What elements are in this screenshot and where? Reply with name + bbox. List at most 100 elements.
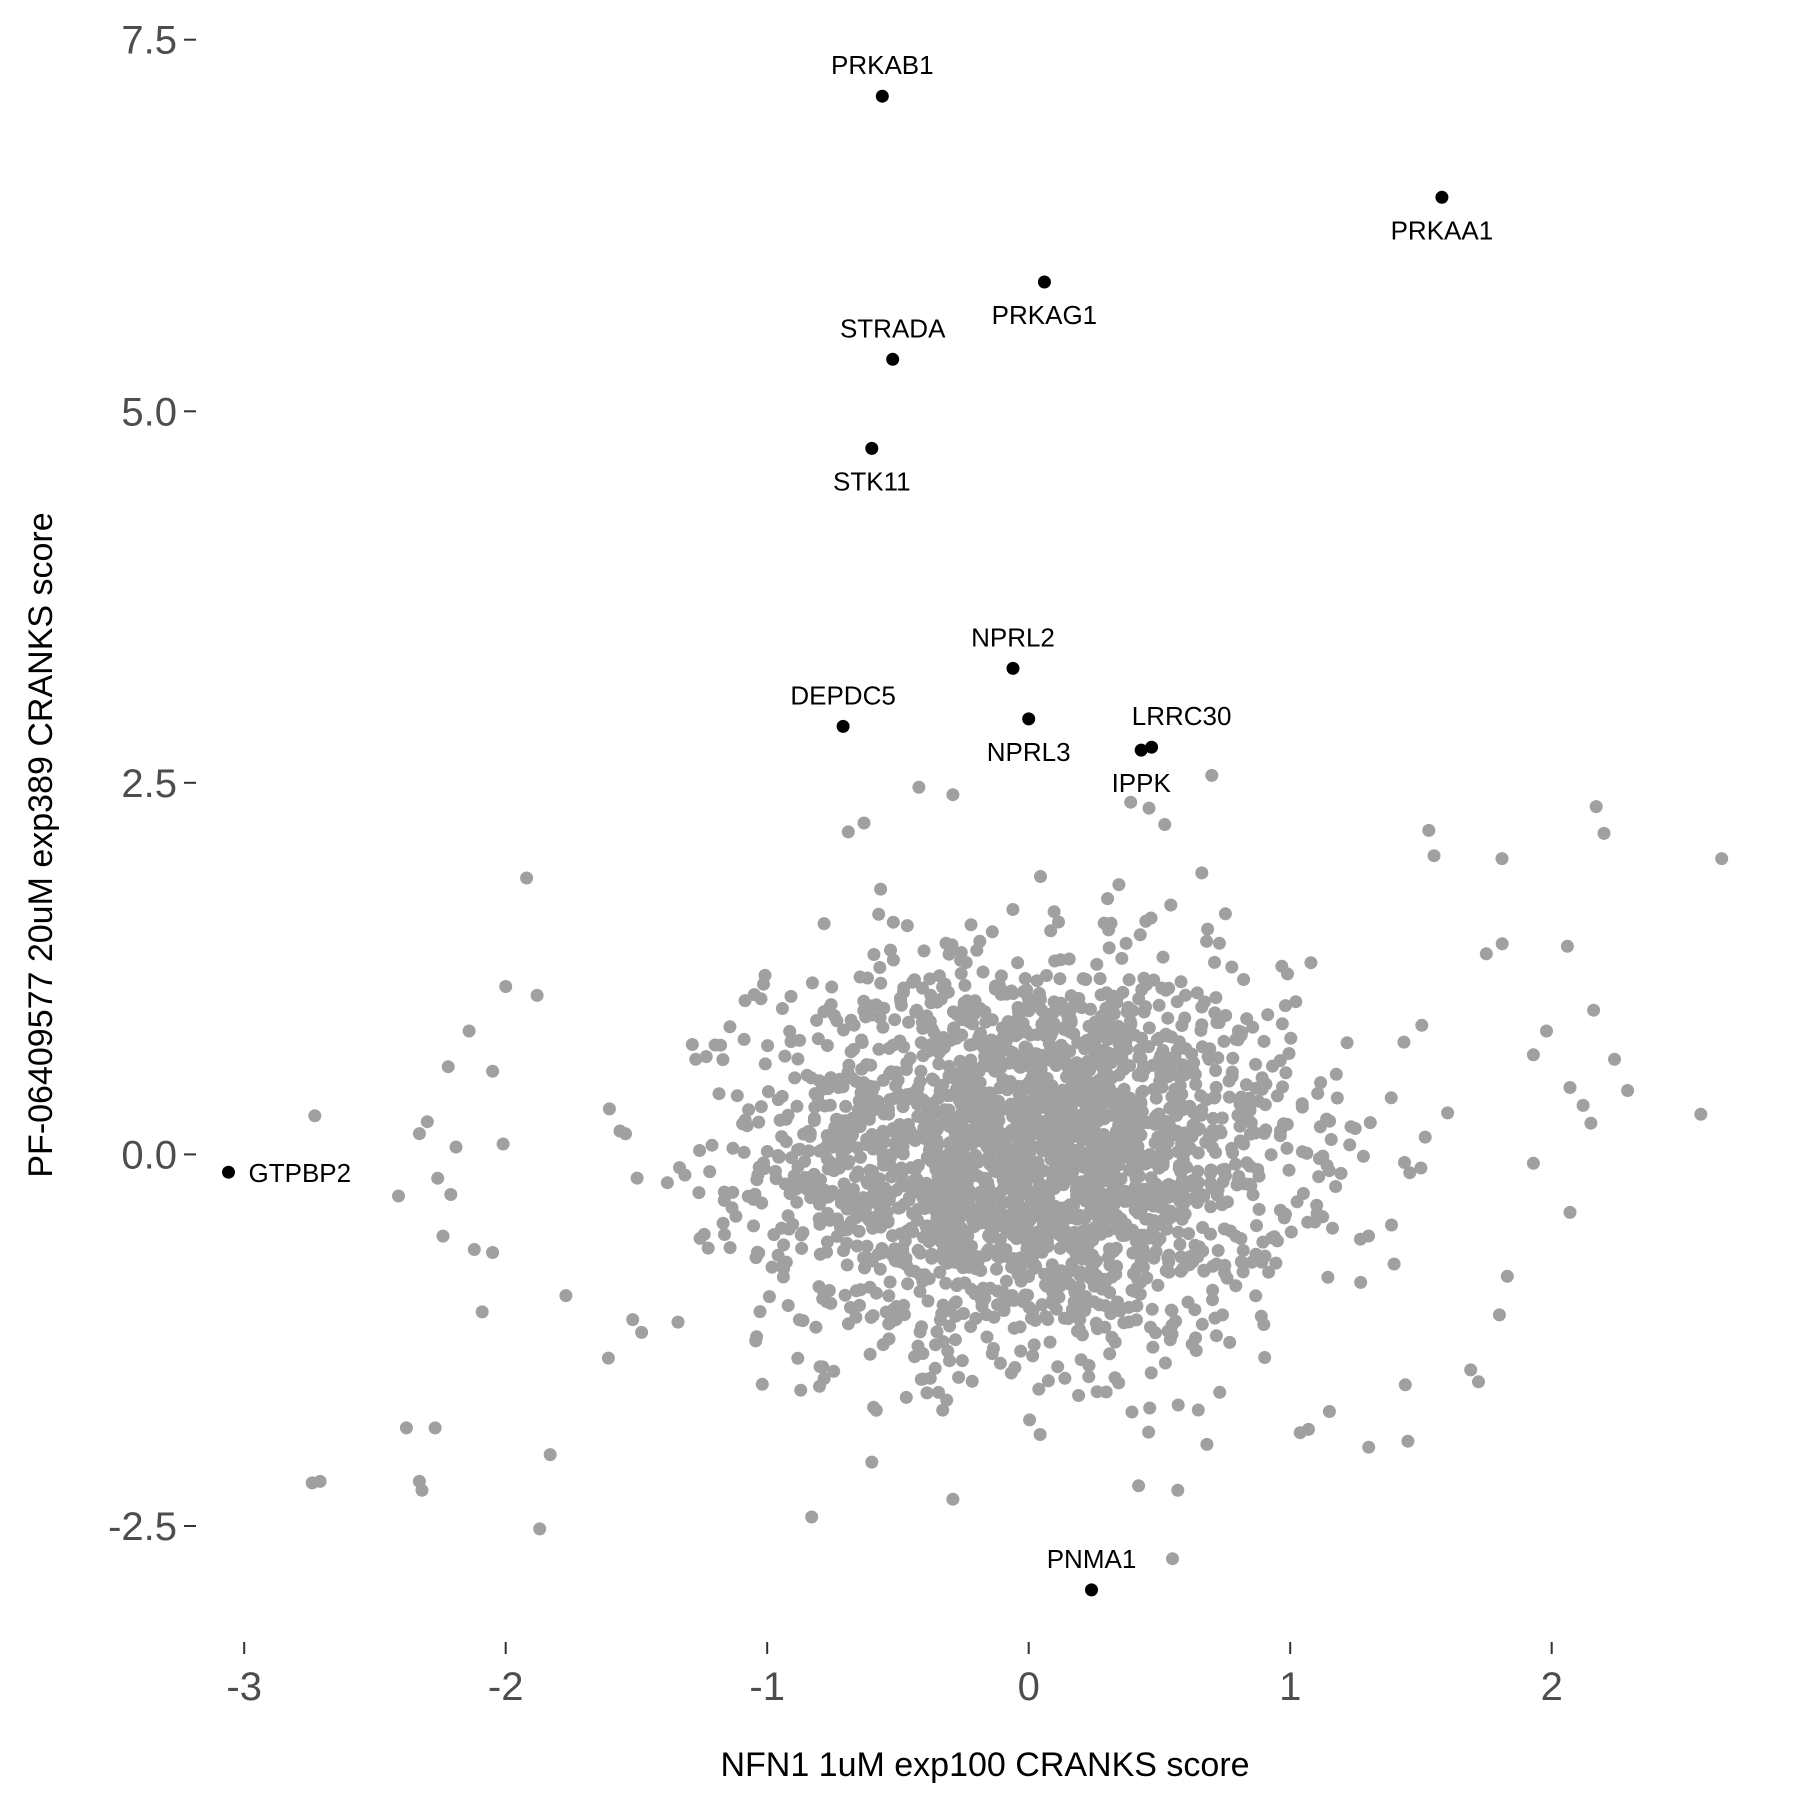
background-point <box>1119 1217 1133 1231</box>
background-point <box>1141 1116 1155 1130</box>
background-point <box>1035 1083 1049 1097</box>
background-point <box>757 1162 771 1175</box>
background-point <box>872 1042 886 1056</box>
background-point <box>964 1320 978 1333</box>
background-point <box>1492 1308 1506 1322</box>
background-point <box>1526 1048 1540 1062</box>
background-point <box>1099 1385 1113 1399</box>
background-point <box>1206 1111 1220 1125</box>
background-point <box>775 1259 789 1273</box>
background-point <box>1018 1079 1032 1093</box>
background-point <box>755 1377 769 1391</box>
background-point <box>1403 1166 1417 1180</box>
background-point <box>773 1113 787 1127</box>
background-point <box>1259 1123 1273 1137</box>
background-point <box>988 1064 1002 1078</box>
background-point <box>1051 1221 1064 1235</box>
background-point <box>954 967 968 980</box>
background-point <box>886 915 900 929</box>
background-point <box>1159 1216 1173 1230</box>
background-point <box>823 1098 837 1112</box>
background-point <box>1117 1036 1131 1050</box>
background-point <box>1112 878 1126 892</box>
background-point <box>976 965 990 979</box>
background-point <box>1153 1200 1167 1214</box>
background-point <box>933 1265 947 1279</box>
highlight-point-strada <box>886 352 900 366</box>
background-point <box>901 1277 915 1291</box>
background-point <box>1495 852 1509 866</box>
background-point <box>1115 951 1129 965</box>
background-point <box>742 1103 756 1117</box>
y-tick-label: 5.0 <box>121 390 177 434</box>
background-point <box>985 1139 998 1153</box>
background-point <box>837 1187 851 1201</box>
background-point <box>1304 956 1318 970</box>
background-point <box>1054 1038 1068 1052</box>
background-point <box>1142 1021 1156 1035</box>
background-point <box>1006 1229 1020 1242</box>
background-point <box>1025 1071 1039 1084</box>
background-point <box>758 1057 772 1071</box>
highlight-point-ippk <box>1134 743 1148 757</box>
background-point <box>1025 1094 1039 1108</box>
highlighted-points-layer <box>222 89 1449 1597</box>
background-point <box>496 1137 510 1151</box>
background-point <box>964 1053 978 1067</box>
background-point <box>1104 916 1118 930</box>
background-point <box>559 1289 573 1303</box>
background-point <box>1158 818 1172 831</box>
background-point <box>872 907 886 921</box>
background-point <box>796 1314 810 1328</box>
background-point <box>1500 1269 1514 1283</box>
background-point <box>991 1284 1005 1298</box>
background-point <box>1101 892 1115 906</box>
background-point <box>1112 1376 1126 1390</box>
background-point <box>1208 1006 1222 1020</box>
background-point <box>1229 1279 1243 1293</box>
background-point <box>1398 1156 1411 1169</box>
background-point <box>1131 1068 1145 1082</box>
background-point <box>813 1379 826 1393</box>
background-point <box>1156 950 1170 964</box>
background-point <box>1013 1320 1027 1334</box>
background-point <box>800 1068 814 1082</box>
background-point <box>817 917 831 931</box>
background-point <box>699 1050 713 1064</box>
background-point <box>467 1243 481 1256</box>
background-point <box>1047 905 1061 919</box>
background-point <box>863 1347 877 1361</box>
background-point <box>1040 1238 1054 1252</box>
background-point <box>1171 1398 1185 1412</box>
background-point <box>1188 1238 1202 1252</box>
background-point <box>794 1228 808 1242</box>
background-point <box>878 1181 892 1195</box>
background-point <box>1095 1023 1109 1037</box>
x-tick-label: 2 <box>1541 1665 1563 1709</box>
background-point <box>943 1228 957 1242</box>
background-point <box>897 1040 911 1054</box>
background-point <box>943 1354 956 1368</box>
background-point <box>441 1060 455 1074</box>
background-point <box>813 1360 827 1374</box>
background-point <box>1161 1029 1175 1043</box>
background-point <box>1044 924 1058 938</box>
highlight-point-prkag1 <box>1037 275 1051 289</box>
background-point <box>1201 922 1215 936</box>
background-point <box>1324 1133 1338 1146</box>
background-point <box>1049 1203 1063 1217</box>
background-point <box>862 1092 876 1106</box>
background-point <box>864 1058 878 1072</box>
background-point <box>462 1024 476 1038</box>
background-point <box>1154 1067 1168 1081</box>
background-point <box>1197 1264 1211 1278</box>
background-point <box>905 1131 919 1145</box>
background-point <box>1059 1273 1073 1287</box>
background-point <box>990 1262 1003 1276</box>
highlight-point-stk11 <box>865 441 879 455</box>
background-point <box>837 1177 851 1191</box>
background-point <box>1204 1200 1218 1214</box>
background-point <box>1363 1116 1377 1130</box>
background-point <box>982 1213 996 1226</box>
